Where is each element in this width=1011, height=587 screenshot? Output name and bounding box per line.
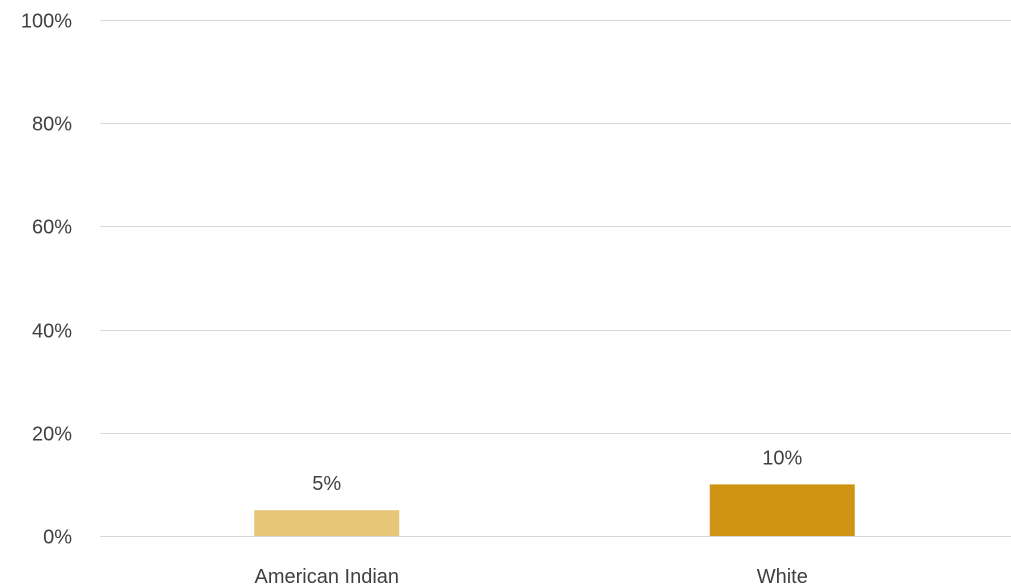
y-tick-label: 60% [32,217,72,239]
y-tick-label: 80% [32,114,72,136]
y-axis-tick-labels: 0% 20% 40% 60% 80% 100% [21,11,72,549]
data-label: 10% [762,447,802,469]
bar [709,484,855,536]
x-axis-category-labels: American Indian White [254,566,807,587]
y-tick-label: 20% [32,424,72,446]
data-labels: 5% 10% [312,447,802,495]
y-tick-label: 0% [43,527,72,549]
gridlines [100,20,1011,537]
category-label: American Indian [254,566,399,587]
y-tick-label: 100% [21,11,72,33]
bar [254,510,400,536]
y-tick-label: 40% [32,321,72,343]
data-label: 5% [312,473,341,495]
bars [254,484,855,536]
category-label: White [757,566,808,587]
